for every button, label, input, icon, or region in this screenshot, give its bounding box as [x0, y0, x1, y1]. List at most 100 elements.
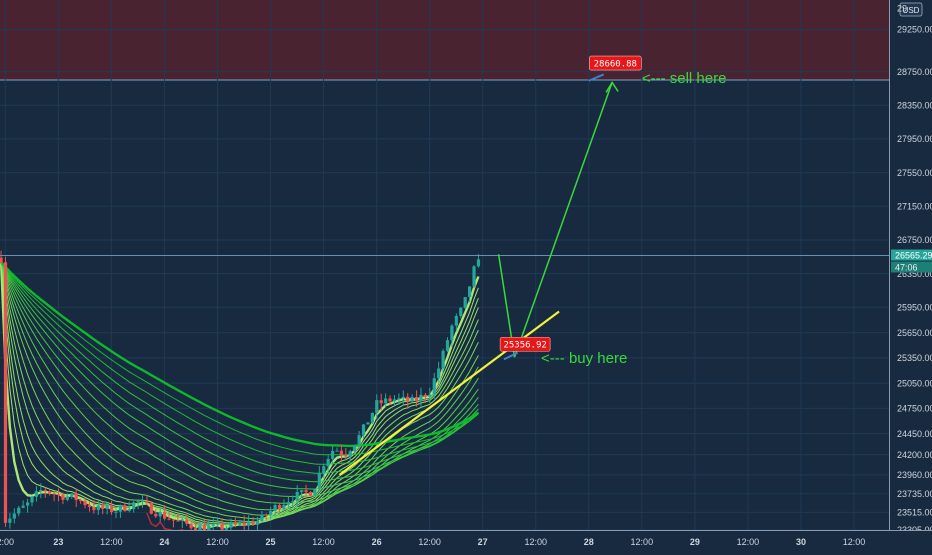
- time-tick-label: 26: [372, 537, 382, 547]
- candle-body: [189, 523, 193, 529]
- sell-price-tag[interactable]: [588, 55, 642, 71]
- price-tick-label: 27550.00: [897, 168, 932, 178]
- candle-body: [52, 493, 56, 495]
- buy-price-label: 25356.92: [503, 340, 546, 350]
- price-tick-label: 24450.00: [897, 429, 932, 439]
- candle-body: [357, 435, 361, 446]
- candle-body: [277, 505, 282, 510]
- candle-body: [123, 505, 127, 511]
- ma-line: [0, 262, 479, 490]
- price-tick-label: 28350.00: [897, 100, 932, 110]
- candle-body: [467, 286, 472, 298]
- time-axis[interactable]: 2:00 23 12:00 24 12:00 25 12:00 26 12:00 27 12:00 2…: [0, 530, 932, 550]
- candle-body: [118, 505, 123, 512]
- candle-body: [428, 394, 432, 397]
- candle-body: [384, 398, 388, 404]
- sell-price-label: 28660.88: [594, 59, 637, 69]
- candle-body: [229, 522, 233, 528]
- candle-body: [114, 511, 118, 513]
- candle-body: [269, 510, 273, 516]
- candle-body: [185, 519, 189, 524]
- candle-body: [8, 518, 12, 523]
- candle-body: [21, 505, 25, 508]
- current-price-label: 26565.29: [895, 251, 932, 261]
- candle-body: [162, 511, 167, 519]
- time-tick-label: 28: [584, 537, 594, 547]
- ma-line: [0, 261, 480, 448]
- price-tick-label: 28750.00: [897, 67, 932, 77]
- price-tick-label: 25950.00: [897, 303, 932, 313]
- candle-body: [48, 491, 52, 494]
- candle-body: [330, 450, 335, 459]
- time-tick-label: 12:00: [100, 537, 123, 547]
- candle-body: [233, 522, 237, 525]
- candle-body: [74, 493, 78, 501]
- buy-price-tag[interactable]: [499, 336, 551, 352]
- price-tick-label: 25650.00: [897, 328, 932, 338]
- price-tick-label: 25350.00: [897, 353, 932, 363]
- candle-body: [379, 400, 383, 404]
- countdown-label: 47:06: [895, 263, 918, 273]
- sell-marker: [588, 73, 605, 82]
- candle-body: [326, 458, 330, 467]
- sell-here-label: <--- sell here: [642, 70, 727, 87]
- candle-body: [322, 466, 326, 474]
- currency-badge[interactable]: USD: [899, 2, 923, 17]
- candle-body: [132, 502, 136, 510]
- time-tick-label: 25: [266, 537, 276, 547]
- ma-line: [0, 262, 479, 483]
- price-axis[interactable]: 29250.00 28750.00 28350.00 27950.00 27550.00…: [889, 0, 932, 550]
- candle-body: [410, 397, 414, 402]
- candle-body: [224, 527, 229, 530]
- arrow-up-line: [513, 82, 613, 358]
- candle-body: [158, 511, 162, 517]
- candle-body: [308, 492, 313, 496]
- candle-body: [291, 501, 295, 503]
- candle-body: [34, 491, 39, 497]
- candle-body: [286, 501, 290, 505]
- price-tick-label: 27150.00: [897, 201, 932, 211]
- candle-body: [335, 450, 339, 452]
- candle-body: [145, 500, 149, 504]
- candle-body: [136, 501, 140, 503]
- candle-body: [392, 399, 397, 402]
- candle-body: [313, 489, 317, 496]
- candle-body: [246, 521, 251, 526]
- price-tick-label: 29250.00: [897, 25, 932, 35]
- candle-body: [300, 490, 304, 492]
- candle-body: [304, 490, 308, 493]
- candle-body: [437, 368, 441, 379]
- candle-body: [211, 524, 215, 526]
- candle-body: [149, 503, 153, 514]
- arrow-head: [605, 81, 619, 93]
- time-tick-label: 12:00: [843, 537, 866, 547]
- candle-body: [140, 500, 145, 502]
- ma-line: [0, 262, 479, 511]
- price-tick-label: 26750.00: [897, 235, 932, 245]
- candle-body: [109, 505, 114, 513]
- candle-body: [463, 297, 467, 308]
- price-tick-label: 26350.00: [897, 269, 932, 279]
- candle-body: [432, 378, 436, 395]
- buy-marker: [503, 351, 519, 361]
- candle-body: [366, 422, 370, 425]
- candle-body: [193, 528, 198, 532]
- sell-annotation[interactable]: 28660.88 <--- sell here: [588, 55, 727, 87]
- candle-body: [255, 520, 260, 525]
- buy-annotation[interactable]: 25356.92 <--- buy here: [499, 336, 627, 367]
- top-partial-tick: 29: [897, 4, 907, 14]
- candle-body: [216, 523, 220, 525]
- ma-line: [0, 262, 479, 465]
- time-tick-label: 12:00: [524, 537, 547, 547]
- candle-body: [441, 350, 445, 369]
- candle-body: [79, 500, 83, 502]
- candle-body: [260, 514, 264, 521]
- currency-badge-label: USD: [903, 6, 920, 15]
- candle-body: [476, 259, 481, 267]
- price-tick-label: 23960.00: [897, 470, 932, 480]
- candle-body: [459, 307, 463, 316]
- candle-body: [238, 523, 242, 525]
